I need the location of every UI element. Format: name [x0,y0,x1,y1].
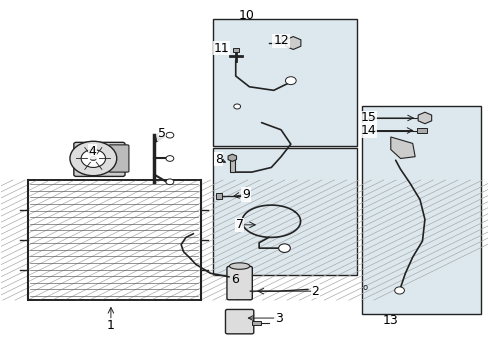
Circle shape [278,244,290,252]
Text: 9: 9 [242,188,249,201]
Text: 2: 2 [311,285,319,298]
Circle shape [90,156,96,161]
Text: 5: 5 [157,127,165,140]
Bar [229,159,234,172]
FancyBboxPatch shape [109,145,129,172]
Bar [251,321,260,325]
FancyBboxPatch shape [226,266,252,300]
Ellipse shape [229,263,249,269]
Circle shape [394,287,404,294]
Text: o: o [362,283,367,292]
Text: 12: 12 [273,34,288,48]
FancyBboxPatch shape [74,142,125,176]
Bar [361,107,480,315]
Text: 8: 8 [214,153,222,166]
Bar [232,48,239,52]
Text: 10: 10 [238,9,254,22]
Circle shape [81,149,105,167]
Text: 13: 13 [382,314,398,327]
Text: 14: 14 [360,124,375,137]
Text: 15: 15 [360,112,376,125]
Circle shape [285,77,296,85]
Polygon shape [390,137,414,158]
Circle shape [70,141,117,176]
FancyBboxPatch shape [225,310,253,334]
Bar [212,19,356,146]
Text: 11: 11 [213,41,229,54]
Text: 3: 3 [274,311,282,325]
Bar [416,128,427,134]
Circle shape [233,104,240,109]
Text: 6: 6 [230,273,238,286]
Bar [212,148,356,275]
Text: 1: 1 [107,319,115,332]
Bar [215,193,221,199]
Circle shape [165,179,173,185]
Circle shape [165,156,173,161]
Text: 7: 7 [235,218,243,231]
Text: 4: 4 [88,145,96,158]
Bar [27,180,200,300]
Circle shape [165,132,173,138]
